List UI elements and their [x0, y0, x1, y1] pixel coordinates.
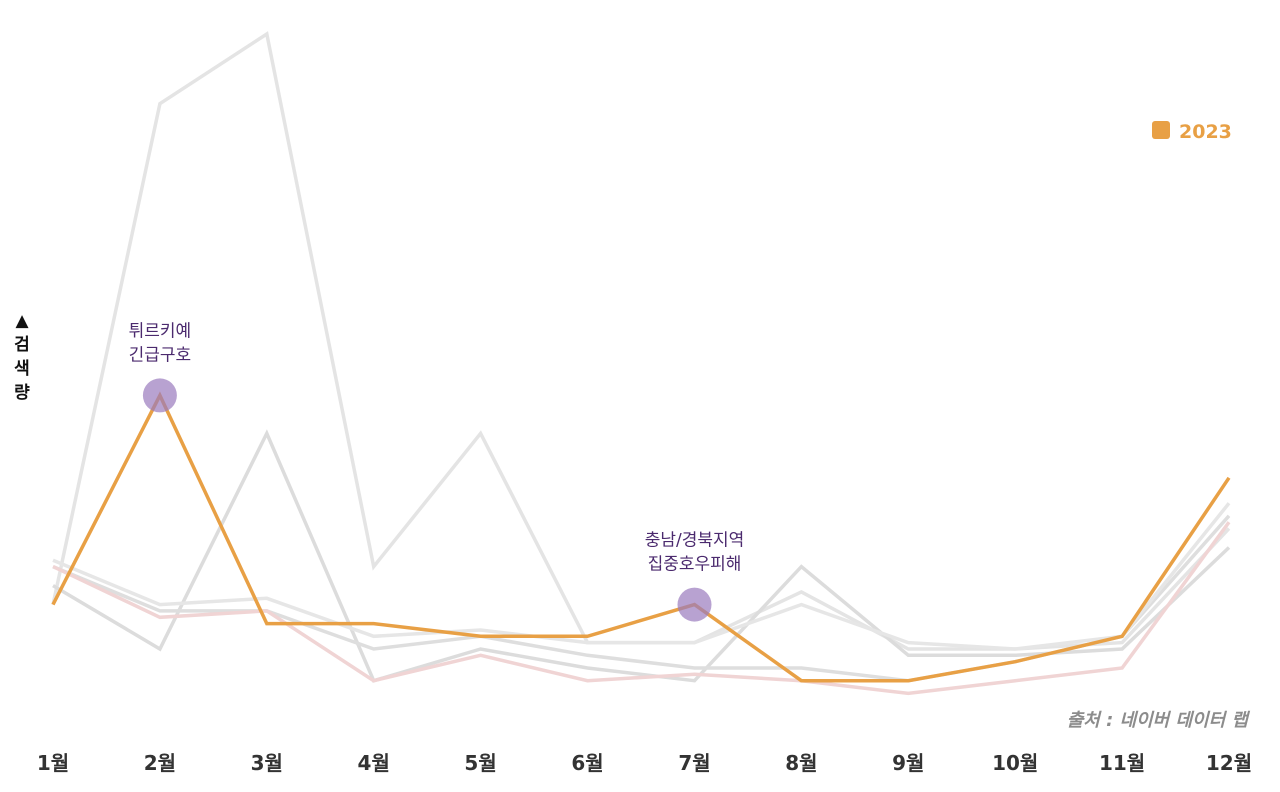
background-series-group: [51, 31, 1231, 696]
annotation-marker-group: [142, 378, 712, 622]
annotation-marker-1: [142, 378, 177, 413]
x-tick-label: 10월: [992, 751, 1038, 775]
x-tick-label: 8월: [785, 751, 817, 775]
source-note: 출처 : 네이버 데이터 랩: [1067, 710, 1251, 731]
y-axis-label-char: 량: [14, 383, 30, 403]
x-tick-label: 4월: [358, 751, 390, 775]
y-axis-arrow-icon: ▲: [15, 311, 29, 331]
series-line-2023: [51, 391, 1231, 683]
y-axis-label: ▲ 검색량: [14, 311, 30, 403]
x-tick-label: 7월: [678, 751, 710, 775]
legend-swatch-2023: [1152, 121, 1170, 139]
legend: 2023: [1152, 121, 1232, 143]
x-tick-label: 2월: [144, 751, 176, 775]
x-tick-label: 5월: [464, 751, 496, 775]
y-axis-label-char: 검: [14, 335, 30, 355]
y-axis-label-text: 검색량: [14, 335, 30, 403]
annotation-label-1-line-1: 튀르키예: [129, 321, 192, 341]
background-series-line-5: [52, 521, 1231, 696]
background-series-line-4: [52, 502, 1231, 651]
y-axis-label-char: 색: [14, 359, 30, 379]
highlight-series-group: [51, 391, 1231, 683]
x-tick-label: 1월: [37, 751, 69, 775]
x-tick-label: 9월: [892, 751, 924, 775]
annotation-label-2-line-1: 충남/경북지역: [645, 531, 745, 551]
x-tick-label: 3월: [251, 751, 283, 775]
annotation-label-2-line-2: 집중호우피해: [648, 555, 742, 575]
x-tick-label: 6월: [571, 751, 603, 775]
background-series-line-1: [51, 31, 1231, 651]
x-axis-tick-labels: 1월 2월 3월 4월 5월 6월 7월 8월 9월 10월 11월 12월: [37, 751, 1252, 775]
legend-label-2023: 2023: [1179, 121, 1232, 143]
x-tick-label: 11월: [1099, 751, 1145, 775]
annotation-marker-2: [677, 587, 712, 622]
background-series-line-2: [52, 429, 1231, 683]
annotation-label-1-line-2: 긴급구호: [129, 345, 192, 365]
x-tick-label: 12월: [1206, 751, 1252, 775]
